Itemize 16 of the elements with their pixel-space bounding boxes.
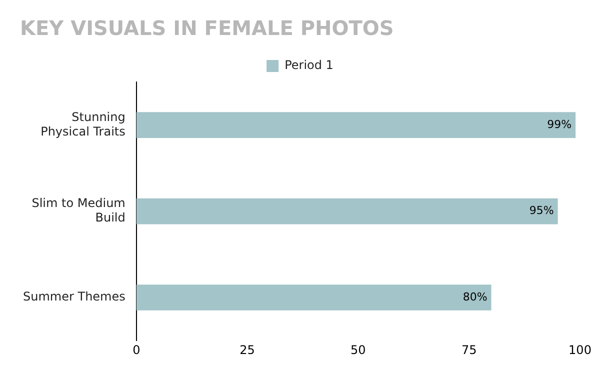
- x-tick-label: 25: [240, 342, 255, 357]
- bar: [136, 198, 558, 224]
- x-tick-label: 100: [568, 342, 592, 357]
- data-label: 99%: [547, 118, 572, 131]
- bar: [136, 284, 492, 310]
- legend-label: Period 1: [284, 58, 334, 72]
- data-label: 95%: [529, 204, 554, 218]
- y-tick-label: Summer Themes: [23, 290, 126, 304]
- x-tick-label: 0: [132, 342, 140, 357]
- x-tick-label: 50: [350, 342, 366, 357]
- y-tick-label: Slim to Medium Build: [32, 196, 126, 225]
- y-tick-label: Stunning Physical Traits: [40, 110, 126, 138]
- chart-title: KEY VISUALS IN FEMALE PHOTOS: [20, 16, 394, 40]
- bar: [136, 112, 576, 138]
- x-tick-label: 75: [461, 342, 477, 357]
- data-label: 80%: [462, 290, 488, 304]
